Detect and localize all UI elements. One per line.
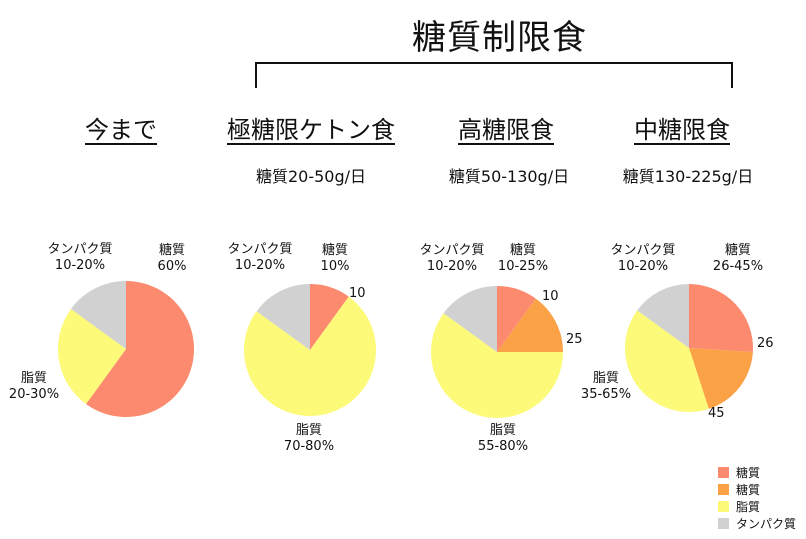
subtitle-keto: 糖質20-50g/日 [255,167,367,186]
legend-item-carb-low: 糖質 [718,464,796,481]
pie-slice-fat [625,310,709,412]
pie-slice-protein [256,284,310,350]
carb-label-high-carb-limit: 糖質 10-25% [497,243,549,274]
subtitle-high-carb-limit: 糖質50-130g/日 [448,167,570,186]
fat-label-high-carb-limit: 脂質 55-80% [477,423,529,454]
heading-mid-carb-limit: 中糖限食 [634,116,730,144]
legend-label: タンパク質 [736,517,797,531]
legend-item-carb-high: 糖質 [718,481,796,498]
protein-label-high-carb-limit: タンパク質 10-20% [419,243,485,274]
fat-label-keto: 脂質 70-80% [283,423,335,454]
legend-swatch [718,484,729,495]
pie-chart-high-carb-limit [431,286,563,418]
pie-slice-protein [443,286,497,352]
pie-slice-protein [637,284,689,348]
value-label-high-carb-limit-25: 25 [566,332,583,347]
pie-slice-fat [431,313,563,418]
carb-label-current: 糖質 60% [157,243,187,274]
pie-chart-mid-carb-limit [625,284,753,412]
pie-slice-carb-low [310,284,349,350]
carb-label-mid-carb-limit: 糖質 26-45% [712,243,764,274]
pie-slice-carb-high [497,298,563,352]
heading-current: 今まで [85,116,157,144]
group-bracket [255,62,733,88]
pie-slice-carb-high [689,348,753,409]
fat-label-current: 脂質 20-30% [8,371,60,402]
legend-swatch [718,518,729,529]
protein-label-current: タンパク質 10-20% [47,242,113,273]
pie-slice-carb-low [689,284,753,353]
legend-label: 糖質 [736,466,761,480]
fat-label-mid-carb-limit: 脂質 35-65% [580,371,632,402]
heading-high-carb-limit: 高糖限食 [458,116,554,144]
legend: 糖質 糖質 脂質 タンパク質 [718,464,796,532]
pie-slice-carb-low [86,281,195,417]
main-title: 糖質制限食 [412,18,587,58]
legend-swatch [718,501,729,512]
protein-label-keto: タンパク質 10-20% [227,242,293,273]
value-label-mid-carb-limit-45: 45 [708,406,725,421]
pie-slice-carb-low [497,286,536,352]
value-label-high-carb-limit-10: 10 [542,289,559,304]
value-label-keto-carb: 10 [349,286,366,301]
legend-label: 糖質 [736,483,761,497]
legend-swatch [718,467,729,478]
subtitle-mid-carb-limit: 糖質130-225g/日 [622,167,754,186]
legend-item-protein: タンパク質 [718,515,796,532]
protein-label-mid-carb-limit: タンパク質 10-20% [610,243,676,274]
heading-keto: 極糖限ケトン食 [227,116,395,144]
pie-slice-fat [244,296,376,416]
pie-chart-current [57,281,195,417]
value-label-mid-carb-limit-26: 26 [757,336,774,351]
pie-slice-protein [70,281,126,349]
legend-item-fat: 脂質 [718,498,796,515]
pie-chart-keto [244,284,376,416]
carb-label-keto: 糖質 10% [320,243,350,274]
legend-label: 脂質 [736,500,761,514]
pie-slice-fat [57,309,126,405]
